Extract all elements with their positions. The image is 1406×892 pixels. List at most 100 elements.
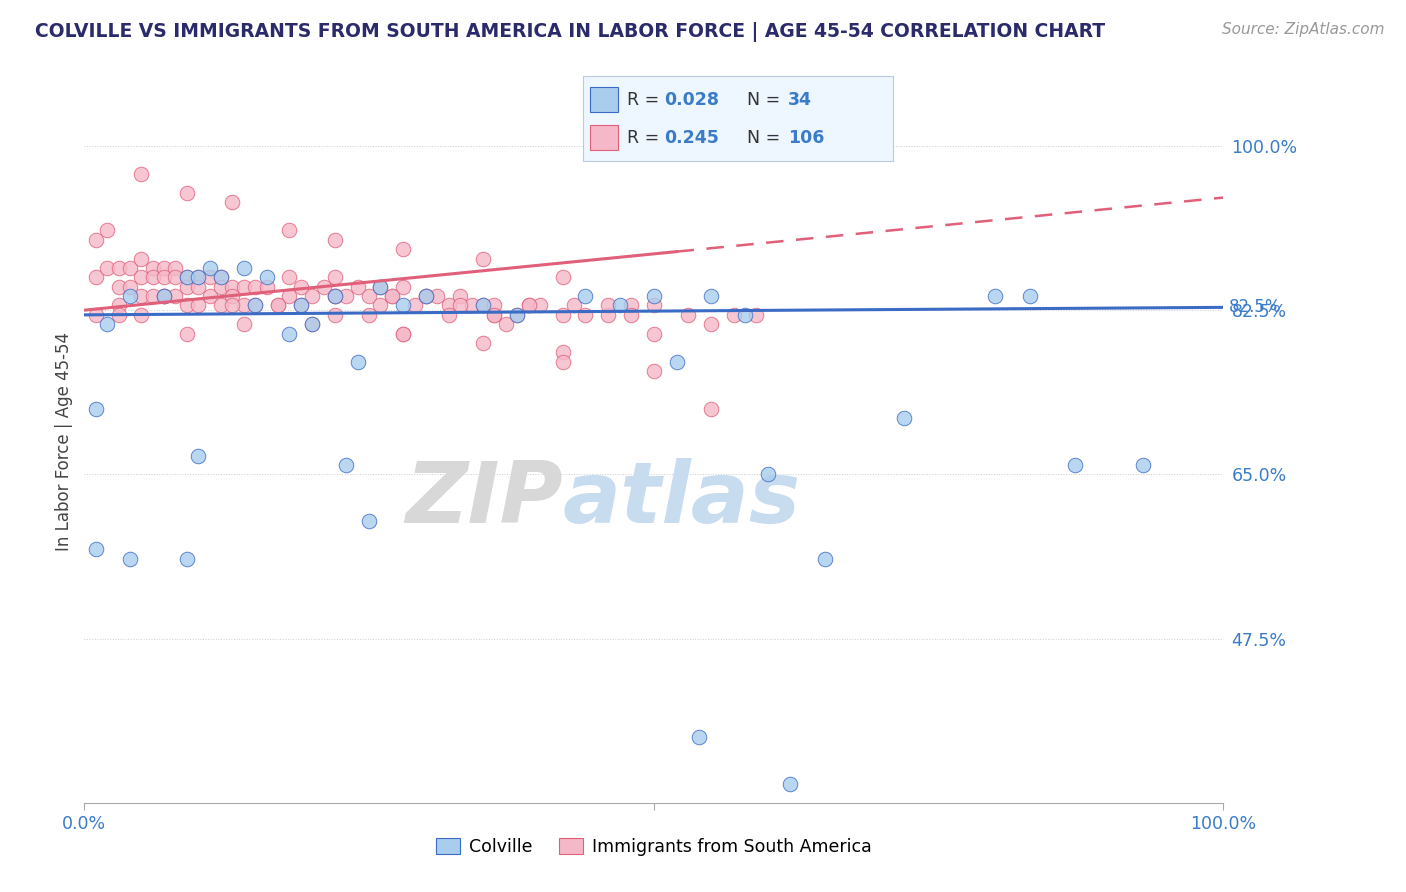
- Point: [267, 298, 290, 312]
- Point: [153, 289, 176, 303]
- Point: [221, 195, 243, 210]
- Point: [1018, 289, 1040, 303]
- Point: [221, 279, 243, 293]
- Y-axis label: In Labor Force | Age 45-54: In Labor Force | Age 45-54: [55, 332, 73, 551]
- Point: [198, 270, 221, 285]
- Point: [415, 289, 437, 303]
- Text: 34: 34: [787, 91, 811, 109]
- Point: [574, 289, 596, 303]
- Point: [392, 242, 415, 256]
- Point: [256, 279, 278, 293]
- Point: [381, 289, 404, 303]
- Point: [165, 289, 187, 303]
- Point: [290, 298, 312, 312]
- Point: [118, 289, 141, 303]
- Point: [187, 449, 209, 463]
- Text: 106: 106: [787, 128, 824, 146]
- Point: [449, 298, 471, 312]
- Point: [779, 777, 801, 791]
- Point: [165, 270, 187, 285]
- Point: [290, 298, 312, 312]
- Point: [232, 279, 254, 293]
- Point: [198, 260, 221, 275]
- Point: [370, 279, 392, 293]
- Text: atlas: atlas: [562, 458, 801, 541]
- Point: [96, 223, 118, 237]
- Point: [267, 298, 290, 312]
- Point: [551, 355, 574, 369]
- Point: [118, 260, 141, 275]
- Point: [359, 289, 381, 303]
- Point: [301, 289, 323, 303]
- Point: [723, 308, 745, 322]
- Point: [620, 298, 643, 312]
- Point: [153, 270, 176, 285]
- Point: [562, 298, 585, 312]
- Point: [484, 308, 506, 322]
- Point: [278, 223, 301, 237]
- Point: [131, 167, 153, 181]
- Point: [84, 401, 107, 416]
- Point: [517, 298, 540, 312]
- Point: [688, 730, 710, 744]
- Point: [107, 308, 129, 322]
- Point: [392, 326, 415, 341]
- Point: [209, 298, 232, 312]
- Point: [620, 308, 643, 322]
- Point: [84, 308, 107, 322]
- Point: [437, 298, 460, 312]
- Point: [551, 270, 574, 285]
- Point: [676, 308, 699, 322]
- Point: [96, 260, 118, 275]
- Point: [426, 289, 449, 303]
- Point: [1132, 458, 1154, 472]
- Point: [484, 308, 506, 322]
- Point: [734, 308, 756, 322]
- Point: [142, 270, 165, 285]
- Point: [323, 270, 346, 285]
- Point: [506, 308, 529, 322]
- Point: [984, 289, 1007, 303]
- Point: [176, 186, 198, 200]
- Point: [278, 326, 301, 341]
- Point: [232, 318, 254, 332]
- Point: [814, 551, 837, 566]
- Point: [346, 279, 368, 293]
- Point: [131, 252, 153, 266]
- Point: [323, 233, 346, 247]
- Point: [153, 289, 176, 303]
- Point: [176, 270, 198, 285]
- Point: [392, 326, 415, 341]
- Text: N =: N =: [748, 128, 786, 146]
- Point: [529, 298, 551, 312]
- Text: N =: N =: [748, 91, 786, 109]
- Point: [153, 289, 176, 303]
- Point: [131, 289, 153, 303]
- Point: [643, 289, 665, 303]
- Point: [176, 326, 198, 341]
- Point: [598, 308, 620, 322]
- Point: [118, 551, 141, 566]
- Point: [245, 298, 267, 312]
- Point: [404, 298, 426, 312]
- Point: [176, 551, 198, 566]
- Point: [472, 336, 495, 351]
- Text: 82.5%: 82.5%: [1229, 298, 1281, 317]
- Point: [278, 270, 301, 285]
- Point: [107, 298, 129, 312]
- Point: [290, 279, 312, 293]
- Point: [472, 298, 495, 312]
- Point: [209, 270, 232, 285]
- Point: [142, 260, 165, 275]
- Point: [118, 279, 141, 293]
- Point: [245, 279, 267, 293]
- Point: [232, 260, 254, 275]
- Point: [574, 308, 596, 322]
- Point: [700, 318, 723, 332]
- Point: [84, 542, 107, 557]
- Text: COLVILLE VS IMMIGRANTS FROM SOUTH AMERICA IN LABOR FORCE | AGE 45-54 CORRELATION: COLVILLE VS IMMIGRANTS FROM SOUTH AMERIC…: [35, 22, 1105, 42]
- Point: [437, 308, 460, 322]
- Point: [209, 279, 232, 293]
- Point: [107, 279, 129, 293]
- Point: [665, 355, 688, 369]
